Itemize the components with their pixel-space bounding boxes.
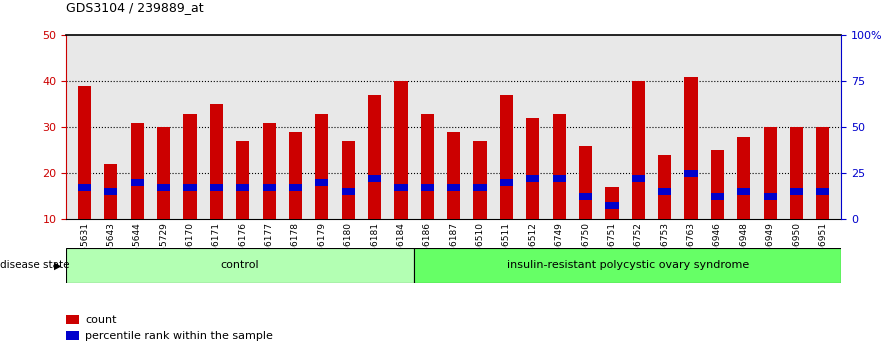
Bar (658, 188, 671, 195)
Bar (342, 141, 355, 219)
Bar (66, 248, 414, 283)
Bar (473, 141, 486, 219)
Bar (421, 114, 434, 219)
Bar (711, 193, 724, 200)
Bar (263, 123, 276, 219)
Text: control: control (221, 261, 259, 270)
Bar (289, 184, 302, 191)
Bar (421, 184, 434, 191)
Bar (605, 187, 618, 219)
Bar (579, 146, 592, 219)
Text: disease state: disease state (0, 261, 70, 270)
Bar (395, 184, 408, 191)
Bar (414, 248, 841, 283)
Bar (737, 188, 751, 195)
Bar (78, 86, 91, 219)
Bar (315, 114, 329, 219)
Bar (552, 175, 566, 182)
Bar (764, 193, 777, 200)
Bar (368, 95, 381, 219)
Bar (790, 188, 803, 195)
Bar (632, 81, 645, 219)
Bar (685, 170, 698, 177)
Bar (130, 123, 144, 219)
Bar (790, 127, 803, 219)
Bar (78, 184, 91, 191)
Bar (289, 132, 302, 219)
Bar (368, 175, 381, 182)
Bar (685, 77, 698, 219)
Bar (817, 127, 830, 219)
Bar (658, 155, 671, 219)
Bar (342, 188, 355, 195)
Bar (500, 95, 513, 219)
Bar (737, 137, 751, 219)
Bar (210, 184, 223, 191)
Bar (183, 114, 196, 219)
Bar (263, 184, 276, 191)
Text: insulin-resistant polycystic ovary syndrome: insulin-resistant polycystic ovary syndr… (507, 261, 749, 270)
Bar (448, 132, 460, 219)
Bar (157, 184, 170, 191)
Bar (104, 188, 117, 195)
Text: GDS3104 / 239889_at: GDS3104 / 239889_at (66, 1, 204, 14)
Bar (526, 118, 539, 219)
Bar (817, 188, 830, 195)
Text: count: count (85, 315, 117, 325)
Bar (579, 193, 592, 200)
Bar (473, 184, 486, 191)
Bar (632, 175, 645, 182)
Bar (526, 175, 539, 182)
Bar (500, 179, 513, 186)
Bar (183, 184, 196, 191)
Bar (157, 127, 170, 219)
Bar (764, 127, 777, 219)
Bar (448, 184, 460, 191)
Bar (104, 164, 117, 219)
Bar (130, 179, 144, 186)
Bar (236, 141, 249, 219)
Bar (210, 104, 223, 219)
Bar (711, 150, 724, 219)
Bar (605, 202, 618, 209)
Text: ▶: ▶ (54, 261, 62, 270)
Text: percentile rank within the sample: percentile rank within the sample (85, 331, 273, 341)
Bar (552, 114, 566, 219)
Bar (395, 81, 408, 219)
Bar (236, 184, 249, 191)
Bar (315, 179, 329, 186)
